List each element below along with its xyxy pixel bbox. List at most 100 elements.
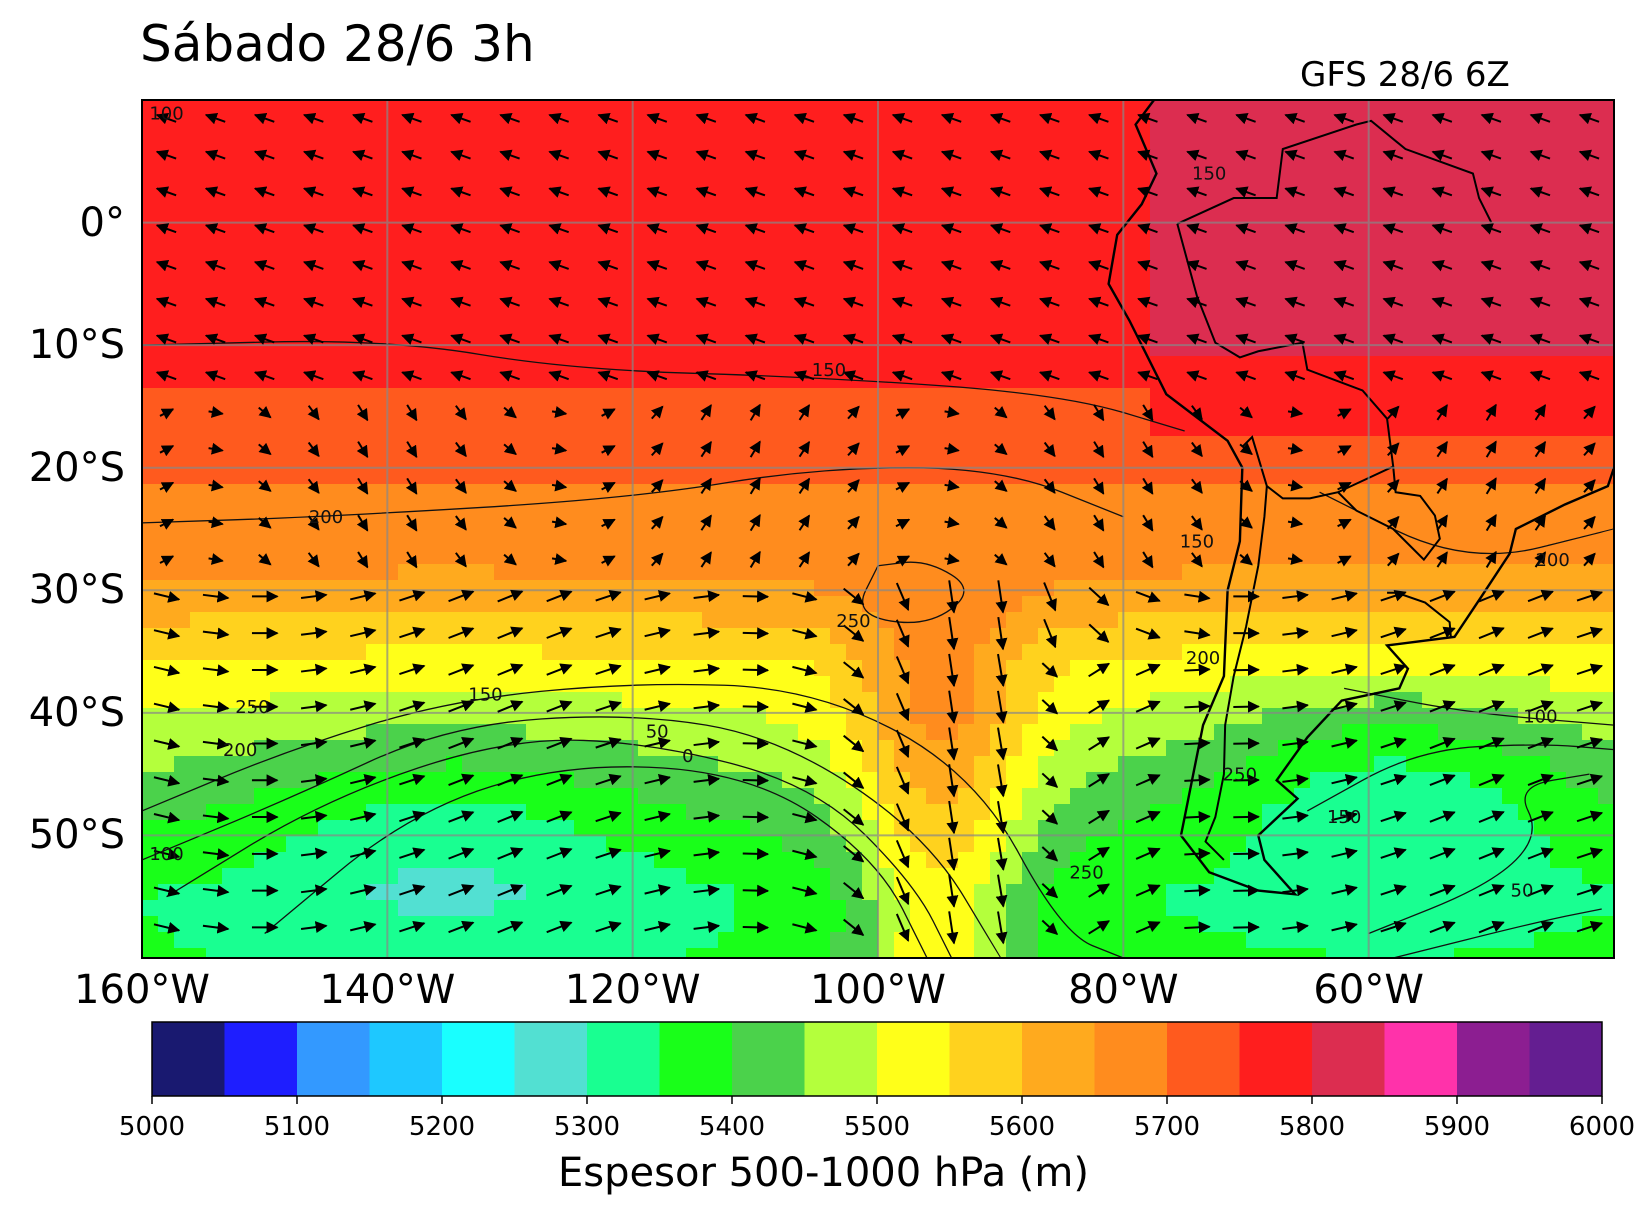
thickness-cell [430,420,447,437]
thickness-cell [206,644,223,661]
thickness-cell [286,628,303,645]
thickness-cell [606,196,623,213]
thickness-cell [766,196,783,213]
thickness-cell [686,148,703,165]
thickness-cell [1422,484,1439,501]
thickness-cell [910,532,927,549]
thickness-cell [1454,196,1471,213]
thickness-cell [958,452,975,469]
thickness-cell [1086,948,1103,958]
thickness-cell [270,148,287,165]
thickness-cell [1022,452,1039,469]
thickness-cell [1246,932,1263,949]
thickness-cell [1006,804,1023,821]
thickness-cell [1006,116,1023,133]
thickness-cell [718,580,735,597]
thickness-cell [686,548,703,565]
thickness-cell [622,660,639,677]
thickness-cell [782,756,799,773]
thickness-cell [238,628,255,645]
thickness-cell [814,180,831,197]
thickness-cell [1086,132,1103,149]
thickness-cell [542,452,559,469]
thickness-cell [574,756,591,773]
thickness-cell [382,804,399,821]
thickness-cell [462,116,479,133]
thickness-cell [286,612,303,629]
thickness-cell [1166,308,1183,325]
thickness-cell [1070,788,1087,805]
thickness-cell [462,532,479,549]
thickness-cell [1150,612,1167,629]
thickness-cell [174,212,191,229]
thickness-cell [1422,612,1439,629]
thickness-cell [942,500,959,517]
thickness-cell [1582,132,1599,149]
thickness-cell [190,388,207,405]
thickness-cell [702,820,719,837]
thickness-cell [1550,596,1567,613]
thickness-cell [446,276,463,293]
thickness-cell [1566,116,1583,133]
thickness-cell [1582,356,1599,373]
thickness-cell [1118,164,1135,181]
thickness-cell [974,356,991,373]
thickness-cell [702,564,719,581]
thickness-cell [1598,596,1614,613]
thickness-cell [206,948,223,958]
thickness-cell [558,932,575,949]
thickness-cell [622,196,639,213]
thickness-cell [446,516,463,533]
thickness-cell [430,916,447,933]
thickness-cell [1502,372,1519,389]
thickness-cell [1166,404,1183,421]
thickness-cell [398,900,415,917]
thickness-cell [1438,100,1455,117]
thickness-cell [542,884,559,901]
thickness-cell [1038,836,1055,853]
thickness-cell [1182,852,1199,869]
thickness-cell [1198,228,1215,245]
thickness-cell [750,660,767,677]
thickness-cell [782,276,799,293]
thickness-cell [382,692,399,709]
thickness-cell [1342,212,1359,229]
thickness-cell [814,148,831,165]
thickness-cell [190,772,207,789]
thickness-cell [974,708,991,725]
thickness-cell [622,148,639,165]
thickness-cell [606,212,623,229]
thickness-cell [254,788,271,805]
thickness-cell [478,516,495,533]
thickness-cell [526,452,543,469]
thickness-cell [798,644,815,661]
thickness-cell [910,420,927,437]
thickness-cell [1502,228,1519,245]
thickness-cell [1182,644,1199,661]
thickness-cell [1438,132,1455,149]
thickness-cell [1182,164,1199,181]
thickness-cell [974,372,991,389]
thickness-cell [350,500,367,517]
thickness-cell [814,260,831,277]
thickness-cell [526,116,543,133]
thickness-cell [1310,292,1327,309]
thickness-cell [1486,724,1503,741]
thickness-cell [142,468,159,485]
thickness-cell [1086,788,1103,805]
thickness-cell [878,468,895,485]
thickness-cell [1406,308,1423,325]
thickness-cell [1502,804,1519,821]
thickness-cell [766,452,783,469]
thickness-cell [846,100,863,117]
thickness-cell [222,676,239,693]
thickness-cell [1262,532,1279,549]
thickness-cell [1246,916,1263,933]
thickness-cell [958,100,975,117]
thickness-cell [190,324,207,341]
thickness-cell [142,948,159,958]
thickness-cell [350,948,367,958]
thickness-cell [622,436,639,453]
thickness-cell [910,452,927,469]
thickness-cell [894,196,911,213]
